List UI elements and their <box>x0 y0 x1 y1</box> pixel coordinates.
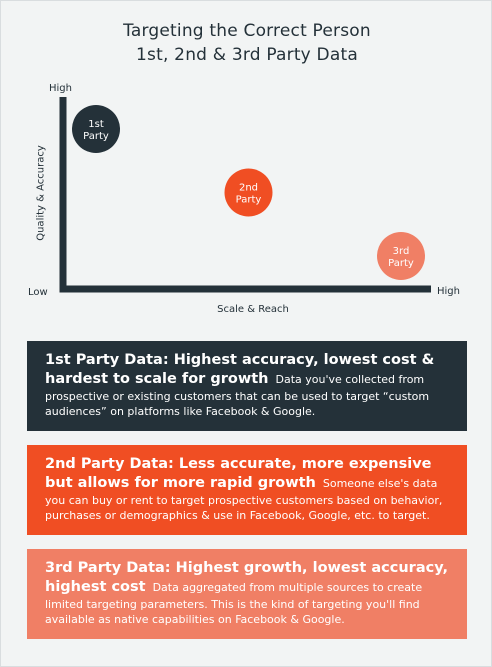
second-party-heading: 2nd Party Data: Less accurate, more expe… <box>45 456 432 491</box>
party-circle-1 <box>72 105 120 153</box>
positioning-chart: High Low High Quality & Accuracy Scale &… <box>1 1 492 331</box>
third-party-box: 3rd Party Data: Highest growth, lowest a… <box>27 549 467 639</box>
party-label-2-line-1: 2nd <box>239 183 258 194</box>
party-label-1-line-1: 1st <box>88 119 104 130</box>
first-party-body: Data you've collected from prospective o… <box>45 373 430 418</box>
party-label-1-line-2: Party <box>83 131 109 142</box>
page-title: Targeting the Correct Person <box>123 21 371 41</box>
third-party-heading: 3rd Party Data: Highest growth, lowest a… <box>45 560 449 595</box>
first-party-box: 1st Party Data: Highest accuracy, lowest… <box>27 341 467 431</box>
origin-low-label: Low <box>28 287 48 298</box>
party-circle-2 <box>224 168 273 217</box>
party-label-3-line-2: Party <box>388 258 414 269</box>
third-party-body: Data aggregated from multiple sources to… <box>45 581 423 626</box>
party-label-3-line-1: 3rd <box>393 246 410 257</box>
first-party-heading: 1st Party Data: Highest accuracy, lowest… <box>45 352 435 387</box>
page-subtitle: 1st, 2nd & 3rd Party Data <box>136 45 358 65</box>
party-circle-3 <box>377 232 425 280</box>
party-label-2-line-2: Party <box>236 195 262 206</box>
x-axis-high-label: High <box>437 286 460 297</box>
second-party-body: Someone else's data you can buy or rent … <box>45 477 443 522</box>
second-party-box: 2nd Party Data: Less accurate, more expe… <box>27 445 467 535</box>
x-axis-title: Scale & Reach <box>217 304 289 315</box>
y-axis-high-label: High <box>49 83 72 94</box>
